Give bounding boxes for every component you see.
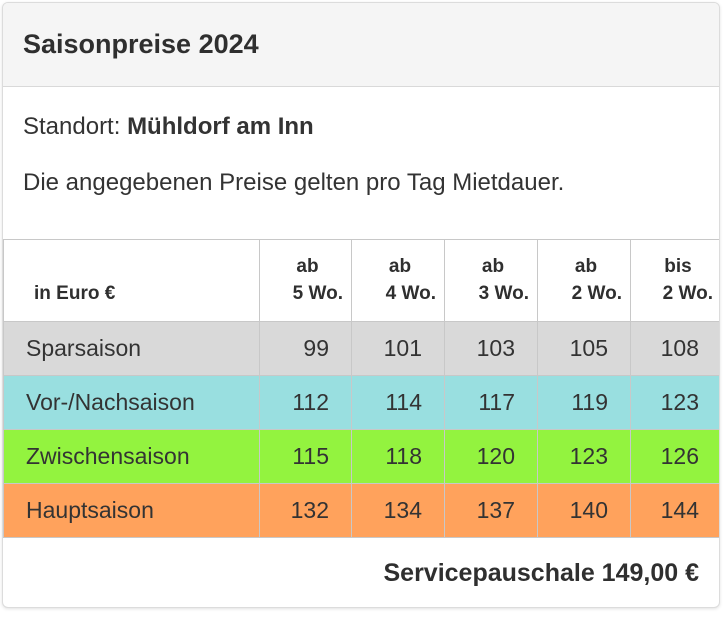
season-label: Vor-/Nachsaison xyxy=(3,375,260,430)
corner-label: in Euro € xyxy=(3,239,260,322)
column-header-3wo: ab 3 Wo. xyxy=(444,239,538,322)
price-cell: 137 xyxy=(444,483,538,538)
table-row: Sparsaison 99 101 103 105 108 xyxy=(3,321,719,376)
price-cell: 101 xyxy=(351,321,445,376)
price-cell: 140 xyxy=(537,483,631,538)
location-value: Mühldorf am Inn xyxy=(127,113,314,140)
season-label: Sparsaison xyxy=(3,321,260,376)
page-title: Saisonpreise 2024 xyxy=(23,29,259,59)
price-cell: 132 xyxy=(259,483,352,538)
price-cell: 114 xyxy=(351,375,445,430)
price-cell: 118 xyxy=(351,429,445,484)
card-header: Saisonpreise 2024 xyxy=(3,3,719,87)
price-cell: 105 xyxy=(537,321,631,376)
price-cell: 103 xyxy=(444,321,538,376)
location-label: Standort: xyxy=(23,113,128,140)
price-cell: 117 xyxy=(444,375,538,430)
season-label: Hauptsaison xyxy=(3,483,260,538)
price-table: in Euro € ab 5 Wo. ab 4 Wo. ab 3 Wo. ab 2 Wo… xyxy=(3,239,719,538)
price-cell: 134 xyxy=(351,483,445,538)
price-cell: 123 xyxy=(537,429,631,484)
table-row: Zwischensaison 115 118 120 123 126 xyxy=(3,429,719,484)
price-note: Die angegebenen Preise gelten pro Tag Mi… xyxy=(23,169,565,196)
table-header-row: in Euro € ab 5 Wo. ab 4 Wo. ab 3 Wo. ab 2 Wo… xyxy=(3,239,719,322)
price-cell: 119 xyxy=(537,375,631,430)
location-line: Standort: Mühldorf am Inn xyxy=(23,113,314,141)
price-cell: 126 xyxy=(630,429,719,484)
price-cell: 108 xyxy=(630,321,719,376)
price-cell: 123 xyxy=(630,375,719,430)
season-label: Zwischensaison xyxy=(3,429,260,484)
price-cell: 115 xyxy=(259,429,352,484)
column-header-4wo: ab 4 Wo. xyxy=(351,239,445,322)
table-row: Hauptsaison 132 134 137 140 144 xyxy=(3,483,719,538)
price-cell: 112 xyxy=(259,375,352,430)
column-header-5wo: ab 5 Wo. xyxy=(259,239,352,322)
price-cell: 99 xyxy=(259,321,352,376)
price-cell: 120 xyxy=(444,429,538,484)
price-card: Saisonpreise 2024 Standort: Mühldorf am … xyxy=(2,2,720,608)
service-fee: Servicepauschale 149,00 € xyxy=(383,559,699,587)
price-cell: 144 xyxy=(630,483,719,538)
column-header-2wo: ab 2 Wo. xyxy=(537,239,631,322)
column-header-bis-2wo: bis 2 Wo. xyxy=(630,239,719,322)
table-row: Vor-/Nachsaison 112 114 117 119 123 xyxy=(3,375,719,430)
